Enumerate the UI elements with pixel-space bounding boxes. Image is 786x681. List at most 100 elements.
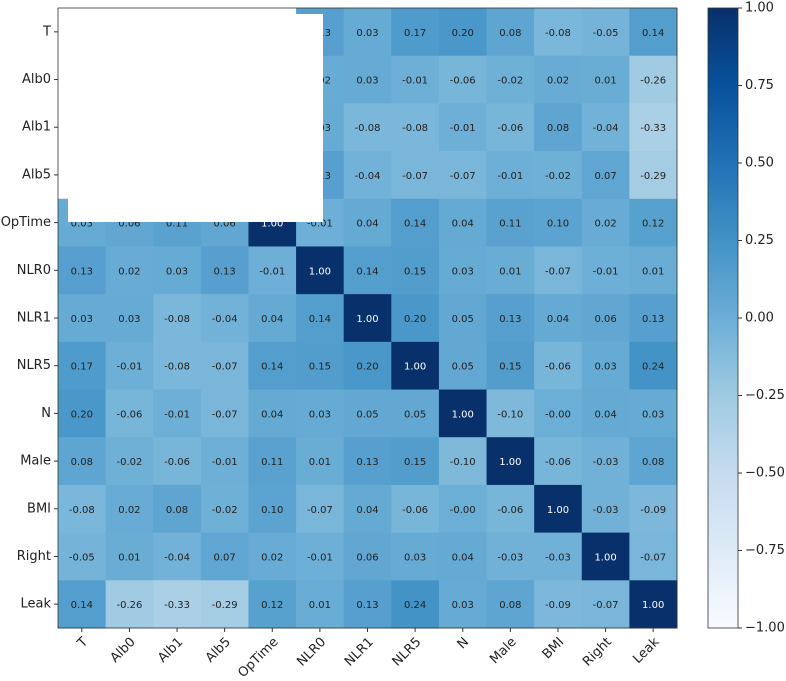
cell-label: -0.07 [402, 171, 428, 182]
cell-label: 0.01 [309, 457, 331, 468]
cell-label: -0.03 [497, 552, 523, 563]
cell-label: -0.06 [402, 505, 428, 516]
cell-label: -0.03 [593, 457, 619, 468]
heatmap-cell [296, 294, 345, 343]
heatmap-cell [105, 532, 154, 581]
cell-label: -0.03 [593, 505, 619, 516]
heatmap-cell [343, 437, 392, 486]
heatmap-cell [534, 580, 583, 629]
heatmap-cell [105, 484, 154, 534]
cell-label: 0.15 [309, 362, 331, 373]
heatmap-cell [581, 55, 630, 104]
heatmap-cell [534, 437, 583, 486]
heatmap-cell [438, 341, 488, 391]
heatmap-cell [391, 55, 440, 104]
heatmap-cell [629, 151, 678, 200]
heatmap-cell [105, 580, 154, 629]
cell-label: 0.17 [404, 28, 426, 39]
cell-label: -0.07 [593, 600, 619, 611]
heatmap-cell [438, 103, 488, 152]
heatmap-cell [486, 55, 535, 104]
cell-label: 0.14 [642, 28, 664, 39]
cell-label: 0.10 [261, 505, 283, 516]
heatmap-cell [391, 437, 440, 486]
heatmap-cell [58, 484, 107, 534]
cell-label: -0.08 [545, 28, 571, 39]
colorbar-tick-label: −0.25 [745, 388, 785, 403]
cell-label: 0.02 [118, 266, 140, 277]
heatmap-cell [486, 8, 535, 57]
heatmap-cell [534, 532, 583, 581]
cell-label: 0.03 [594, 362, 616, 373]
cell-label: 0.20 [452, 28, 474, 39]
heatmap-cell [248, 389, 297, 438]
heatmap-cell [486, 294, 535, 343]
heatmap-cell [581, 580, 630, 629]
heatmap-cell [343, 294, 392, 343]
heatmap-cell [296, 341, 345, 391]
heatmap-cell [438, 484, 488, 534]
row-label: Alb5 [22, 167, 51, 182]
cell-label: 1.00 [499, 457, 521, 468]
heatmap-cell [629, 8, 678, 57]
cell-label: -0.02 [545, 171, 571, 182]
cell-label: 1.00 [452, 409, 474, 420]
column-label: Leak [630, 634, 663, 667]
heatmap-cell [581, 484, 630, 534]
heatmap-cell [534, 246, 583, 295]
cell-label: -0.02 [212, 505, 238, 516]
row-label: NLR1 [17, 311, 51, 326]
heatmap-cell [391, 580, 440, 629]
cell-label: -0.09 [545, 600, 571, 611]
cell-label: -0.01 [593, 266, 619, 277]
cell-label: 0.06 [214, 219, 236, 230]
column-label: OpTime [235, 635, 281, 677]
heatmap-cell [153, 246, 202, 295]
heatmap-cell [296, 580, 345, 629]
cell-label: 0.14 [261, 362, 283, 373]
cell-label: -0.01 [307, 552, 333, 563]
heatmap-cell [629, 437, 678, 486]
heatmap-cell [391, 103, 440, 152]
heatmap-cell [581, 103, 630, 152]
cell-label: -0.07 [307, 505, 333, 516]
heatmap-cell [343, 8, 392, 57]
heatmap-cell [343, 341, 392, 391]
heatmap-cell [105, 294, 154, 343]
heatmap-cell [581, 532, 630, 581]
row-label: BMI [27, 501, 51, 516]
heatmap-cell [438, 532, 488, 581]
heatmap-cell [438, 8, 488, 57]
colorbar-tick-label: −0.50 [745, 466, 785, 481]
cell-label: -0.26 [640, 76, 666, 87]
heatmap-cell [629, 389, 678, 438]
heatmap-cell [248, 341, 297, 391]
heatmap-cell [153, 341, 202, 391]
cell-label: -0.01 [212, 457, 238, 468]
heatmap-cell [486, 198, 535, 247]
heatmap-cell [105, 246, 154, 295]
cell-label: 0.11 [166, 219, 188, 230]
heatmap-cell [629, 341, 678, 391]
heatmap-cell [343, 389, 392, 438]
heatmap-cell [200, 294, 249, 343]
heatmap-cell [343, 151, 392, 200]
heatmap-cell [629, 532, 678, 581]
cell-label: -0.01 [450, 123, 476, 134]
heatmap-cell [58, 246, 107, 295]
heatmap-cell [58, 437, 107, 486]
heatmap-cell [391, 246, 440, 295]
column-label: T [74, 635, 91, 652]
heatmap-cell [391, 198, 440, 247]
heatmap-cell [200, 389, 249, 438]
cell-label: -0.33 [164, 600, 190, 611]
cell-label: 0.13 [356, 600, 378, 611]
heatmap-cell [200, 532, 249, 581]
heatmap-cell [581, 389, 630, 438]
cell-label: -0.09 [640, 505, 666, 516]
cell-label: 0.03 [356, 76, 378, 87]
cell-label: 0.03 [309, 409, 331, 420]
heatmap-cell [200, 580, 249, 629]
column-label: Right [580, 635, 615, 670]
column-label: Male [487, 635, 519, 667]
